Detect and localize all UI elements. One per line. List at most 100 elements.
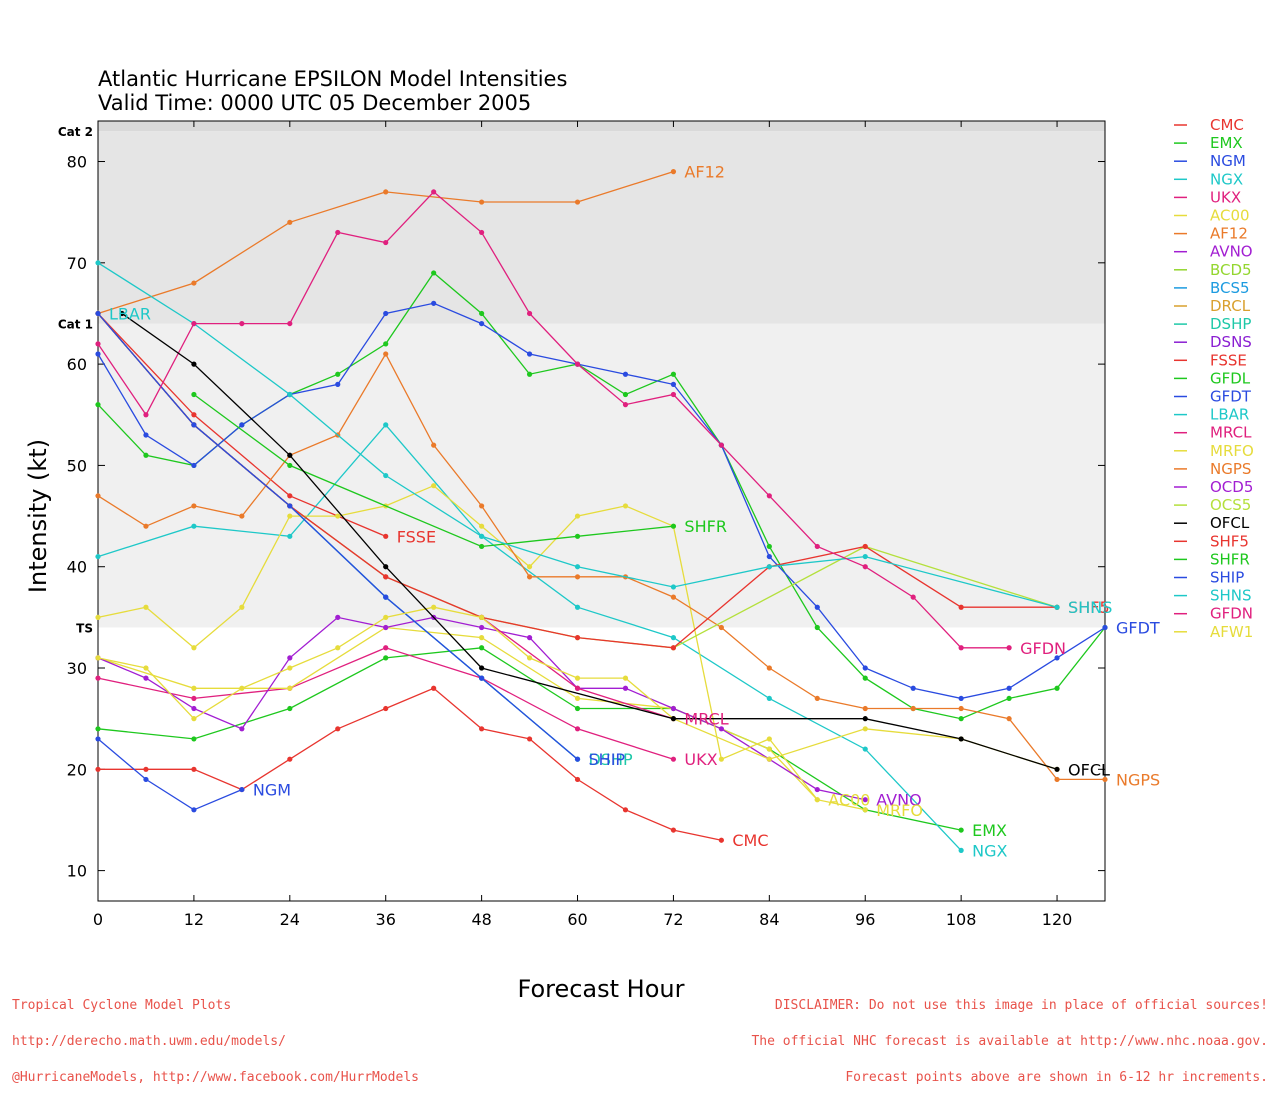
series-mrfo: [95, 483, 868, 813]
data-point-avno: [479, 624, 485, 631]
legend-item-fsse: FSSE: [1174, 351, 1247, 369]
x-tick-label: 108: [946, 910, 977, 929]
data-point-avno: [814, 786, 820, 793]
x-axis-title: Forecast Hour: [518, 975, 685, 1003]
data-point-gfdt: [1006, 685, 1012, 691]
category-labels: TS Cat 1 Cat 2: [58, 125, 93, 635]
legend-label: NGM: [1210, 152, 1246, 170]
data-point-mrfo: [814, 797, 820, 803]
data-point-ac00: [574, 695, 581, 702]
data-point-shns: [383, 472, 389, 479]
data-point-cmc: [191, 766, 197, 772]
end-label-shfr: SHFR: [684, 517, 727, 536]
data-point-ofcl: [862, 716, 868, 722]
intensity-chart: TS Cat 1 Cat 2 0 12 24 36 48 60 72 84 96 108 120 10 20…: [24, 67, 1254, 1003]
data-point-gfdl: [383, 341, 389, 347]
legend-label: DSHP: [1210, 315, 1251, 333]
data-point-gfdn: [766, 493, 772, 499]
end-label-mrcl: MRCL: [684, 710, 728, 729]
data-point-shf5: [958, 604, 964, 610]
legend-label: SHNS: [1210, 587, 1252, 605]
legend-label: CMC: [1210, 116, 1244, 134]
data-point-ofcl: [958, 736, 964, 742]
data-point-shns: [287, 391, 293, 398]
data-point-ngx: [287, 533, 293, 539]
data-point-avno: [287, 655, 293, 661]
legend-label: BCS5: [1210, 279, 1250, 297]
plot-frame: [97, 120, 1106, 902]
footer-credit-line: Tropical Cyclone Model Plots: [12, 998, 232, 1013]
data-point-gfdn: [335, 229, 341, 236]
data-point-ngm: [143, 776, 149, 783]
data-point-gfdt: [622, 371, 629, 377]
legend-item-avno: AVNO: [1174, 243, 1253, 261]
data-point-cmc: [622, 807, 629, 813]
band-cat-2: [98, 121, 1105, 132]
data-point-shf5: [574, 635, 581, 641]
data-point-gfdl: [766, 543, 772, 550]
model-end-labels: CMC EMX NGM NGX UKX AC00 AF12 AVNO DSHP FSSE GFDT L…: [109, 163, 1160, 861]
data-point-afw1: [766, 756, 772, 762]
legend-item-gfdt: GFDT: [1174, 388, 1252, 406]
x-tick-label: 36: [376, 910, 396, 929]
end-label-shns: SHNS: [1068, 598, 1112, 617]
series-gfdt: [95, 300, 1108, 702]
end-label-ukx: UKX: [684, 750, 717, 769]
data-point-mrfo: [191, 645, 197, 651]
data-point-gfdn: [814, 543, 820, 550]
data-point-cmc: [287, 756, 293, 762]
data-point-avno: [526, 635, 533, 641]
data-point-gfdt: [239, 422, 245, 428]
data-point-fsse: [383, 533, 389, 539]
end-label-cmc: CMC: [732, 831, 768, 850]
data-point-shfr: [479, 543, 485, 550]
data-point-ac00: [766, 746, 772, 752]
legend-label: MRFO: [1210, 442, 1254, 460]
x-tick-label: 84: [759, 910, 779, 929]
legend-item-ngm: NGM: [1174, 152, 1246, 170]
data-point-ngps: [526, 574, 533, 580]
data-point-shfr: [287, 462, 293, 469]
data-point-gfdl: [526, 371, 533, 377]
data-point-cmc: [526, 736, 533, 742]
legend-label: GFDL: [1210, 369, 1251, 387]
series-line-gfdt: [97, 302, 1106, 700]
data-point-mrfo: [862, 807, 868, 813]
data-point-gfdn: [670, 391, 677, 398]
data-point-mrfo: [239, 604, 245, 610]
y-tick-label: 60: [67, 355, 87, 374]
data-point-gfdt: [670, 381, 677, 387]
data-point-ac00: [479, 635, 485, 641]
series-shfr: [191, 391, 677, 550]
series-ship: [95, 310, 581, 762]
data-point-ship: [95, 310, 101, 317]
data-point-gfdl: [670, 371, 677, 377]
data-point-af12: [574, 199, 581, 205]
data-point-shfr: [670, 523, 677, 529]
legend-label: OFCL: [1210, 514, 1250, 532]
data-point-gfdn: [191, 320, 197, 327]
data-point-cmc: [670, 827, 677, 833]
legend-item-af12: AF12: [1174, 225, 1248, 243]
y-tick-label: 80: [67, 153, 87, 172]
series-ngm: [95, 736, 245, 813]
legend-item-dsns: DSNS: [1174, 333, 1252, 351]
data-point-gfdl: [143, 452, 149, 458]
data-point-gfdn: [383, 239, 389, 246]
end-label-af12: AF12: [684, 163, 725, 182]
series-ukx: [95, 645, 677, 762]
data-point-ngps: [383, 351, 389, 357]
data-point-gfdn: [526, 310, 533, 317]
data-point-cmc: [431, 685, 437, 691]
data-point-ukx: [670, 756, 677, 762]
legend: CMCEMXNGMNGXUKXAC00AF12AVNOBCD5BCS5DRCLD…: [1174, 116, 1254, 641]
data-point-afw1: [383, 614, 389, 620]
data-point-avno: [718, 726, 724, 732]
data-point-ac00: [191, 685, 197, 691]
legend-item-ofcl: OFCL: [1174, 514, 1250, 532]
data-point-ofcl: [287, 452, 293, 458]
data-point-cmc: [718, 837, 724, 843]
legend-label: DRCL: [1210, 297, 1251, 315]
chart-title-line-1: Atlantic Hurricane EPSILON Model Intensi…: [98, 67, 567, 91]
legend-item-ocd5: OCD5: [1174, 478, 1253, 496]
